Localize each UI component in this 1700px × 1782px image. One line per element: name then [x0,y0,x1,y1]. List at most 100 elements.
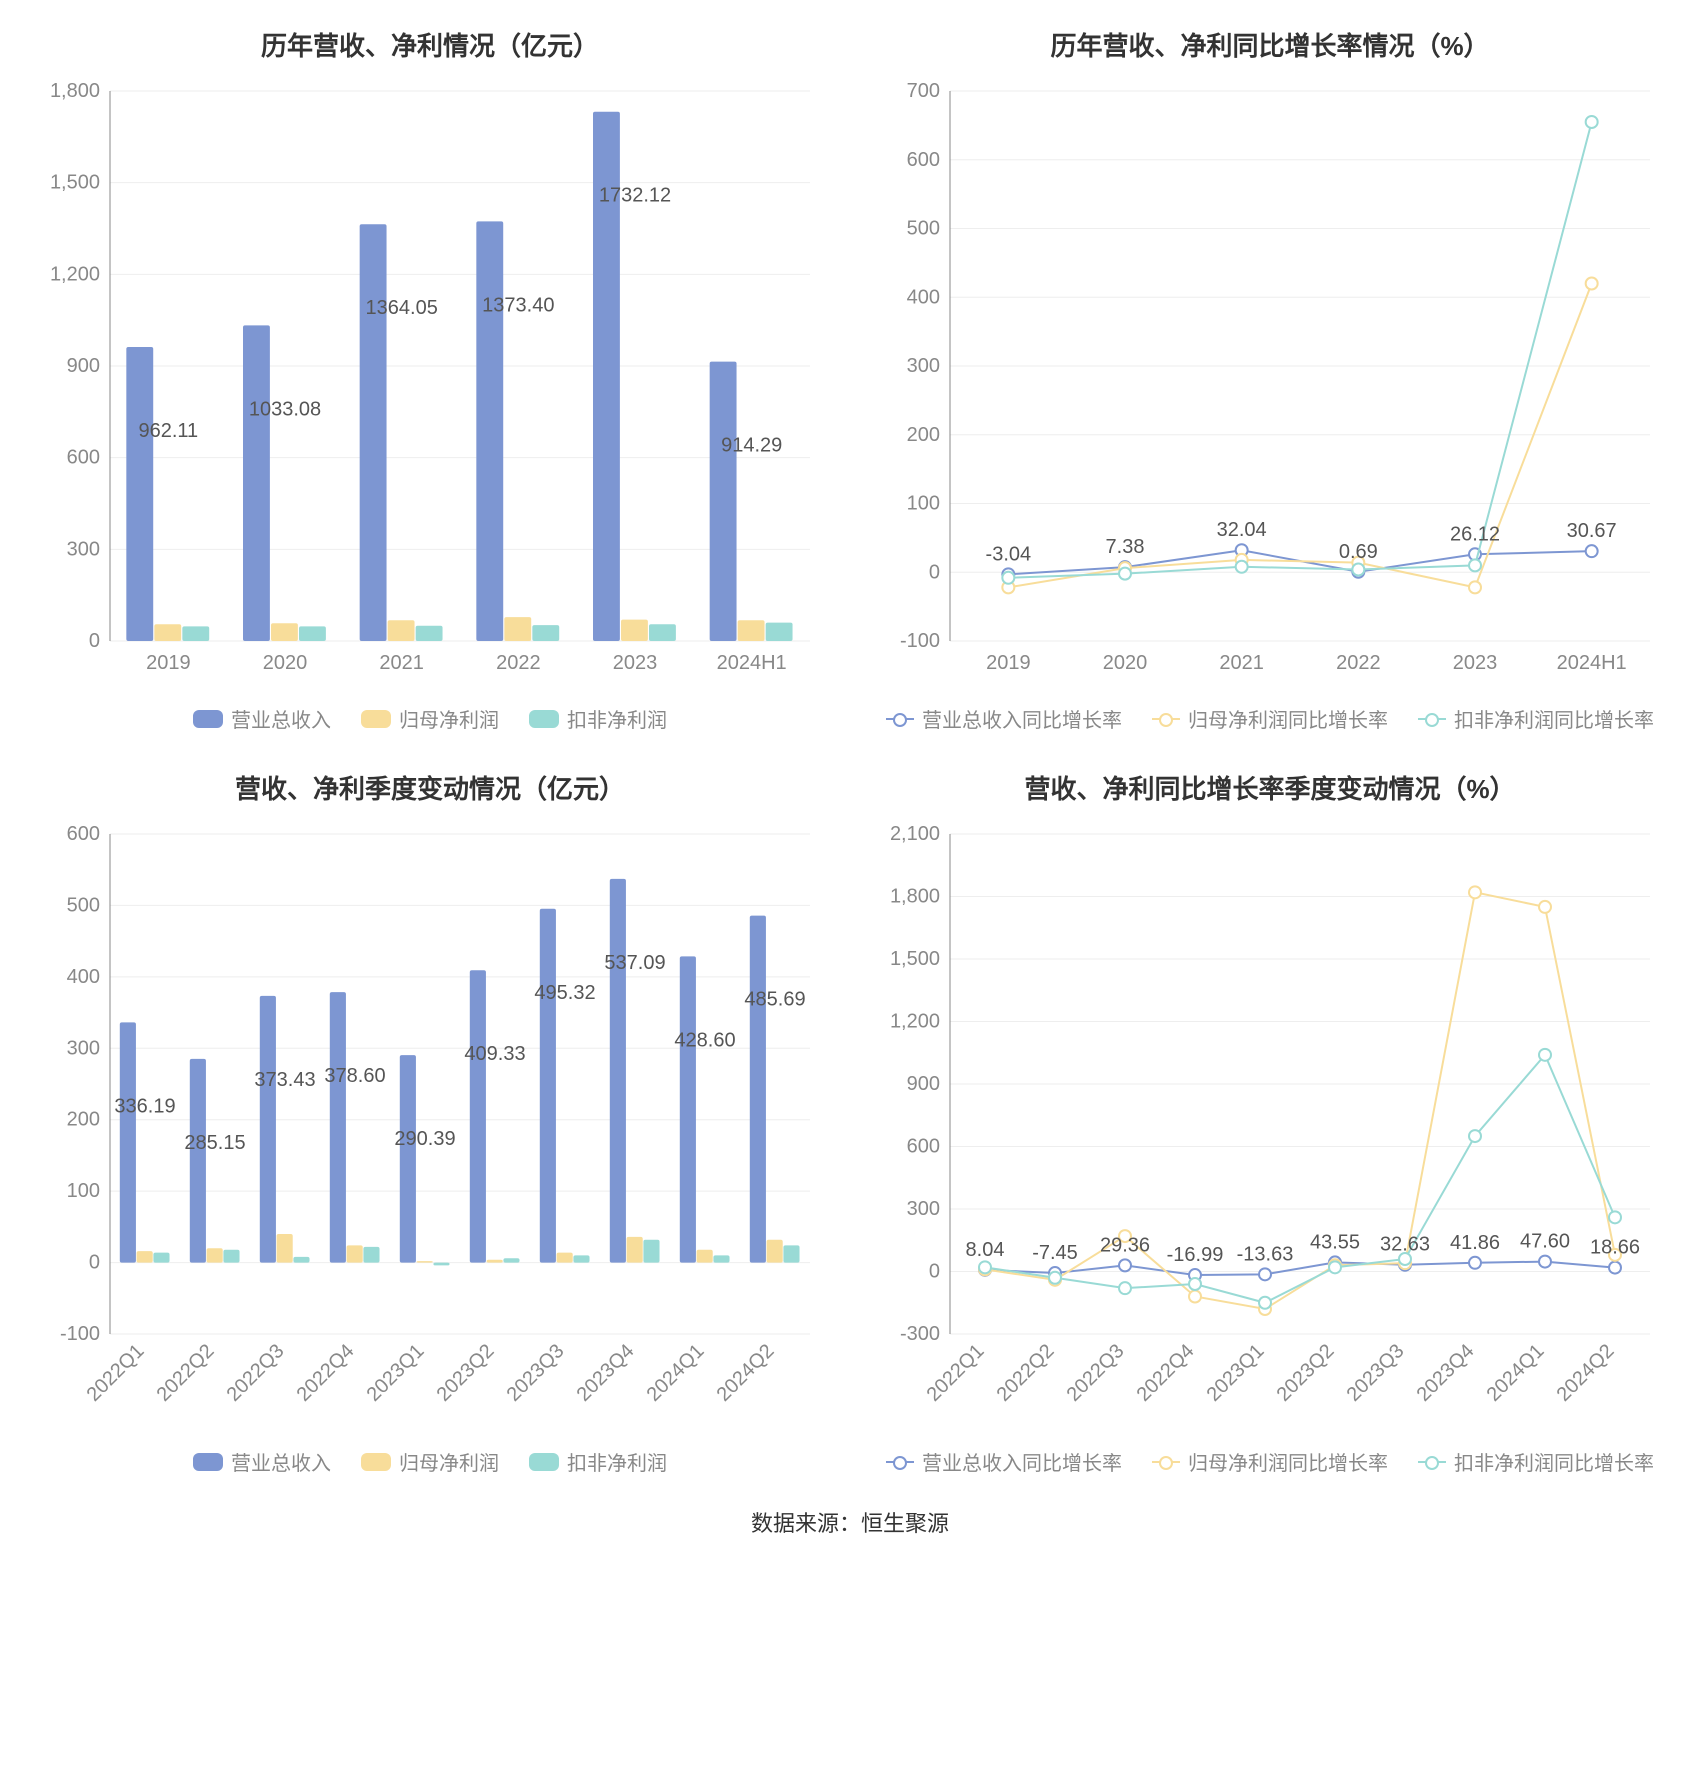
legend: 营业总收入同比增长率归母净利润同比增长率扣非净利润同比增长率 [870,704,1670,733]
svg-text:2020: 2020 [1103,652,1148,674]
bar-chart-annual: 0 300 600 900 1,200 1,500 1,800 2019 2020 2021 202… [30,81,830,686]
bar-chart-quarterly: -10001002003004005006002022Q12022Q22022Q… [30,824,830,1429]
svg-text:8.04: 8.04 [966,1239,1005,1261]
svg-text:2023Q3: 2023Q3 [1343,1340,1409,1406]
legend-item: 营业总收入同比增长率 [886,704,1122,733]
svg-text:400: 400 [907,286,940,308]
legend: 营业总收入同比增长率 归母净利润同比增长率 扣非净利润同比增长率 [870,1447,1670,1476]
legend-item: 扣非净利润 [529,1447,667,1476]
legend-label: 营业总收入同比增长率 [922,1447,1122,1476]
chart-title: 营收、净利同比增长率季度变动情况（%） [870,769,1670,806]
legend-item: 营业总收入 [193,1447,331,1476]
svg-text:18.66: 18.66 [1590,1237,1640,1259]
svg-text:2024Q2: 2024Q2 [713,1340,779,1406]
legend-item: 扣非净利润 [529,704,667,733]
legend-swatch [193,1453,223,1471]
svg-text:-300: -300 [900,1323,940,1345]
svg-text:0: 0 [929,1261,940,1283]
svg-text:1732.12: 1732.12 [599,185,671,207]
svg-text:0: 0 [89,1252,100,1274]
svg-text:32.63: 32.63 [1380,1234,1430,1256]
svg-text:0.69: 0.69 [1339,541,1378,563]
svg-text:2022Q1: 2022Q1 [83,1340,149,1406]
svg-text:2022Q4: 2022Q4 [293,1340,359,1406]
svg-text:2022: 2022 [496,652,541,674]
svg-text:500: 500 [907,218,940,240]
svg-text:2023Q3: 2023Q3 [503,1340,569,1406]
svg-text:900: 900 [67,355,100,377]
svg-text:428.60: 428.60 [674,1029,735,1051]
svg-text:600: 600 [67,447,100,469]
svg-text:290.39: 290.39 [394,1128,455,1150]
svg-text:500: 500 [67,894,100,916]
svg-text:600: 600 [907,149,940,171]
svg-text:2023: 2023 [1453,652,1498,674]
svg-text:900: 900 [907,1073,940,1095]
svg-text:1033.08: 1033.08 [249,398,321,420]
svg-text:-16.99: -16.99 [1167,1244,1224,1266]
svg-text:373.43: 373.43 [254,1069,315,1091]
legend-label: 营业总收入 [231,704,331,733]
svg-text:2019: 2019 [146,652,191,674]
svg-text:962.11: 962.11 [138,420,198,442]
svg-text:2024H1: 2024H1 [1557,652,1627,674]
svg-text:29.36: 29.36 [1100,1234,1150,1256]
svg-text:1,500: 1,500 [50,172,100,194]
svg-text:26.12: 26.12 [1450,523,1500,545]
svg-text:1,200: 1,200 [50,263,100,285]
legend-label: 营业总收入 [231,1447,331,1476]
legend-swatch [1418,1461,1446,1463]
legend-label: 归母净利润同比增长率 [1188,1447,1388,1476]
svg-text:2023Q4: 2023Q4 [573,1340,639,1406]
svg-text:0: 0 [89,630,100,652]
svg-text:300: 300 [907,1198,940,1220]
svg-text:200: 200 [67,1109,100,1131]
legend-item: 归母净利润同比增长率 [1152,1447,1388,1476]
svg-text:2021: 2021 [379,652,424,674]
legend-swatch [361,1453,391,1471]
svg-text:7.38: 7.38 [1106,536,1145,558]
svg-text:2022Q4: 2022Q4 [1133,1340,1199,1406]
chart-title: 营收、净利季度变动情况（亿元） [30,769,830,806]
svg-text:1,200: 1,200 [890,1011,940,1033]
legend-swatch [886,718,914,720]
svg-text:1,800: 1,800 [50,81,100,102]
legend: 营业总收入归母净利润扣非净利润 [30,704,830,733]
svg-text:495.32: 495.32 [534,982,595,1004]
svg-text:2024Q1: 2024Q1 [643,1340,709,1406]
svg-text:1373.40: 1373.40 [482,294,554,316]
svg-text:300: 300 [67,538,100,560]
legend-label: 归母净利润 [399,1447,499,1476]
panel-bottom-right: 营收、净利同比增长率季度变动情况（%） -300 0 300 600 900 1,200 1… [870,763,1670,1476]
svg-text:47.60: 47.60 [1520,1231,1570,1253]
svg-text:2021: 2021 [1219,652,1264,674]
svg-text:600: 600 [907,1136,940,1158]
svg-text:2020: 2020 [263,652,308,674]
svg-text:30.67: 30.67 [1567,520,1617,542]
svg-text:300: 300 [907,355,940,377]
svg-text:336.19: 336.19 [114,1095,175,1117]
svg-text:2023Q2: 2023Q2 [433,1340,499,1406]
svg-text:400: 400 [67,966,100,988]
legend-swatch [1152,1461,1180,1463]
svg-text:-7.45: -7.45 [1032,1242,1078,1264]
svg-text:700: 700 [907,81,940,102]
svg-text:409.33: 409.33 [464,1043,525,1065]
svg-text:285.15: 285.15 [184,1132,245,1154]
legend-label: 扣非净利润同比增长率 [1454,1447,1654,1476]
svg-text:2022Q2: 2022Q2 [153,1340,219,1406]
svg-text:2022Q3: 2022Q3 [1063,1340,1129,1406]
svg-text:2019: 2019 [986,652,1031,674]
chart-grid: 历年营收、净利情况（亿元） 03006009001,2001,5001,8002… [30,20,1670,1476]
legend-item: 营业总收入同比增长率 [886,1447,1122,1476]
svg-text:2022Q2: 2022Q2 [993,1340,1059,1406]
panel-top-right: 历年营收、净利同比增长率情况（%） -100010020030040050060… [870,20,1670,733]
svg-text:1,500: 1,500 [890,948,940,970]
svg-text:2024H1: 2024H1 [717,652,787,674]
legend-swatch [1152,718,1180,720]
legend-swatch [529,710,559,728]
legend-swatch [193,710,223,728]
svg-text:43.55: 43.55 [1310,1231,1360,1253]
data-source-footer: 数据来源：恒生聚源 [30,1506,1670,1538]
chart-title: 历年营收、净利同比增长率情况（%） [870,26,1670,63]
